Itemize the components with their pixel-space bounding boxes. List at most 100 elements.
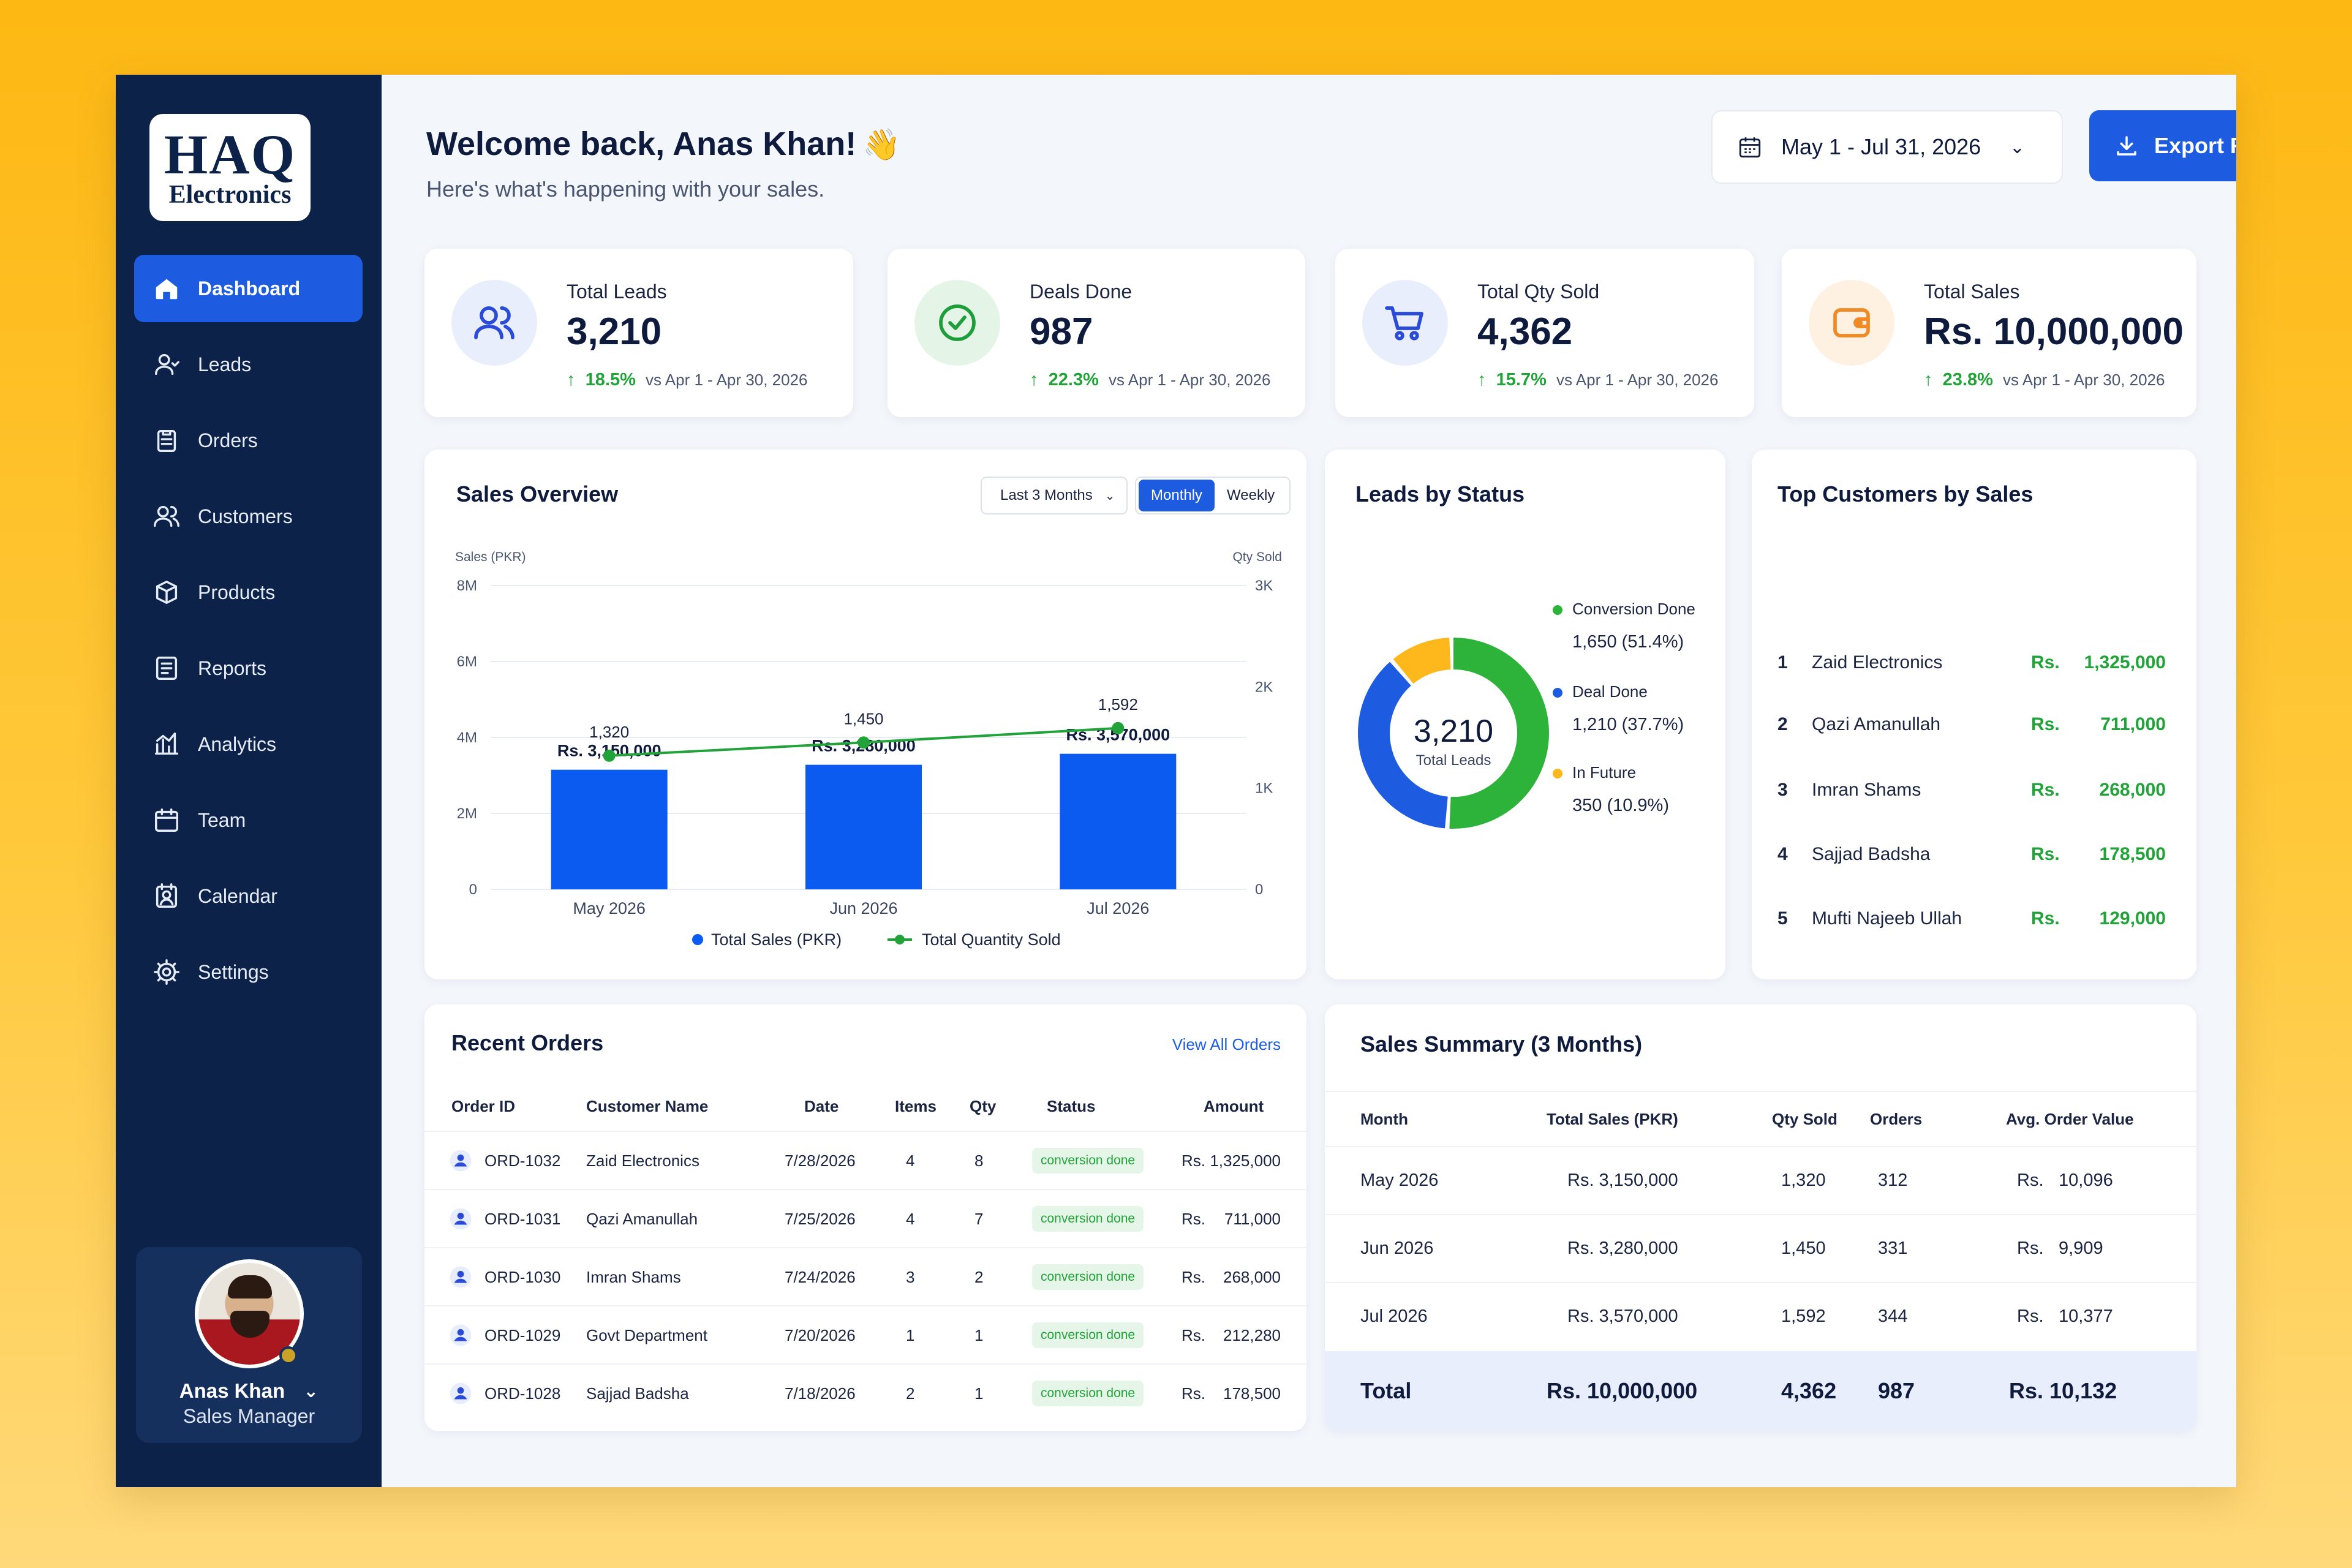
order-id[interactable]: ORD-1030 xyxy=(484,1267,561,1286)
sidebar-item-reports[interactable]: Reports xyxy=(134,635,363,702)
table-row[interactable]: Jun 2026 Rs. 3,280,000 1,450 331 Rs. 9,9… xyxy=(1325,1214,2196,1281)
legend-item-in-future[interactable]: In Future 350 (10.9%) xyxy=(1553,763,1669,816)
col-qty-sold[interactable]: Qty Sold xyxy=(1772,1109,1838,1128)
legend-marker-sales xyxy=(692,934,703,945)
stat-card-total-sales[interactable]: Total Sales Rs. 10,000,000 ↑ 23.8% vs Ap… xyxy=(1782,249,2196,417)
legend-dot xyxy=(1553,605,1562,616)
date-range-value: May 1 - Jul 31, 2026 xyxy=(1781,134,1981,159)
currency-label: Rs. xyxy=(2031,714,2060,734)
table-row[interactable]: ORD-1028 Sajjad Badsha 7/18/2026 2 1 con… xyxy=(424,1363,1306,1422)
col-order-id[interactable]: Order ID xyxy=(451,1096,516,1115)
status-badge: conversion done xyxy=(1032,1264,1144,1290)
top-customer-row[interactable]: 1 Zaid Electronics Rs. 1,325,000 xyxy=(1777,644,2166,681)
profile-name-row[interactable]: Anas Khan ⌄ xyxy=(179,1379,319,1403)
sidebar-item-products[interactable]: Products xyxy=(134,559,363,626)
stat-label: Total Sales xyxy=(1924,281,2020,303)
col-customer-name[interactable]: Customer Name xyxy=(586,1096,709,1115)
order-date: 7/25/2026 xyxy=(785,1209,856,1228)
avatar[interactable] xyxy=(194,1259,304,1368)
sidebar-item-analytics[interactable]: Analytics xyxy=(134,710,363,778)
brand-logo[interactable]: HAQ Electronics xyxy=(149,114,311,221)
col-month[interactable]: Month xyxy=(1360,1109,1408,1128)
table-row[interactable]: Jul 2026 Rs. 3,570,000 1,592 344 Rs. 10,… xyxy=(1325,1282,2196,1349)
order-amount: 268,000 xyxy=(1223,1267,1281,1286)
donut-slice-conversion-done[interactable] xyxy=(1358,638,1549,829)
line-point-qty xyxy=(1112,722,1125,734)
sidebar-item-label: Products xyxy=(198,581,276,603)
order-customer: Imran Shams xyxy=(586,1267,681,1286)
table-row[interactable]: May 2026 Rs. 3,150,000 1,320 312 Rs. 10,… xyxy=(1325,1146,2196,1213)
donut-slice-deal-done[interactable] xyxy=(1358,638,1549,829)
y-axis-title: Sales (PKR) xyxy=(455,550,526,564)
col-date[interactable]: Date xyxy=(804,1096,839,1115)
y2-tick-label: 3K xyxy=(1255,578,1273,594)
order-qty: 8 xyxy=(974,1151,984,1170)
sidebar-item-label: Settings xyxy=(198,960,269,983)
chevron-down-icon[interactable]: ⌄ xyxy=(303,1381,319,1401)
brand-name: HAQ xyxy=(164,123,296,186)
legend-item-deal-done[interactable]: Deal Done 1,210 (37.7%) xyxy=(1553,682,1684,735)
export-report-button[interactable]: Export Report xyxy=(2089,110,2236,181)
customer-name: Mufti Najeeb Ullah xyxy=(1812,908,1962,929)
toggle-weekly[interactable]: Weekly xyxy=(1227,487,1275,503)
order-id[interactable]: ORD-1032 xyxy=(484,1151,561,1170)
summary-avg: 10,096 xyxy=(2059,1170,2113,1190)
order-qty: 1 xyxy=(974,1325,984,1344)
legend-dot xyxy=(1553,769,1562,779)
table-row[interactable]: ORD-1031 Qazi Amanullah 7/25/2026 4 7 co… xyxy=(424,1189,1306,1248)
col-avg-order-value[interactable]: Avg. Order Value xyxy=(2006,1109,2134,1128)
stat-card-deals-done[interactable]: Deals Done 987 ↑ 22.3% vs Apr 1 - Apr 30… xyxy=(888,249,1305,417)
view-all-orders-link[interactable]: View All Orders xyxy=(1172,1035,1281,1054)
currency-label: Rs. xyxy=(1182,1151,1205,1170)
period-select[interactable]: Last 3 Months ⌄ xyxy=(981,477,1128,514)
toggle-monthly[interactable]: Monthly xyxy=(1139,480,1215,511)
top-customer-row[interactable]: 2 Qazi Amanullah Rs. 711,000 xyxy=(1777,706,2166,743)
sidebar-item-label: Reports xyxy=(198,657,267,679)
calendar-icon xyxy=(155,809,178,832)
col-items[interactable]: Items xyxy=(895,1096,937,1115)
sidebar-item-customers[interactable]: Customers xyxy=(134,483,363,550)
total-qty: 4,362 xyxy=(1781,1378,1837,1403)
sidebar-item-settings[interactable]: Settings xyxy=(134,938,363,1006)
status-badge: conversion done xyxy=(1032,1322,1144,1348)
sales-summary-total-row: Total Rs. 10,000,000 4,362 987 Rs. 10,13… xyxy=(1325,1351,2196,1431)
date-range-picker[interactable]: May 1 - Jul 31, 2026 ⌄ xyxy=(1711,110,2063,184)
order-customer: Govt Department xyxy=(586,1325,707,1344)
legend-item-conversion-done[interactable]: Conversion Done 1,650 (51.4%) xyxy=(1553,600,1695,652)
order-customer: Qazi Amanullah xyxy=(586,1209,698,1228)
sidebar-item-orders[interactable]: Orders xyxy=(134,407,363,474)
col-orders[interactable]: Orders xyxy=(1870,1109,1923,1128)
top-customer-row[interactable]: 3 Imran Shams Rs. 268,000 xyxy=(1777,772,2166,809)
col-status[interactable]: Status xyxy=(1047,1096,1096,1115)
sidebar-item-leads[interactable]: Leads xyxy=(134,331,363,398)
top-customer-row[interactable]: 4 Sajjad Badsha Rs. 178,500 xyxy=(1777,836,2166,873)
table-row[interactable]: ORD-1030 Imran Shams 7/24/2026 3 2 conve… xyxy=(424,1247,1306,1306)
stat-card-total-qty-sold[interactable]: Total Qty Sold 4,362 ↑ 15.7% vs Apr 1 - … xyxy=(1335,249,1754,417)
order-id[interactable]: ORD-1029 xyxy=(484,1325,561,1344)
user-icon xyxy=(450,1382,472,1404)
y-tick-label: 6M xyxy=(457,654,477,670)
summary-sales: Rs. 3,280,000 xyxy=(1567,1238,1678,1258)
order-id[interactable]: ORD-1028 xyxy=(484,1384,561,1403)
table-row[interactable]: ORD-1032 Zaid Electronics 7/28/2026 4 8 … xyxy=(424,1131,1306,1189)
arrow-up-icon: ↑ xyxy=(567,370,576,390)
user-icon xyxy=(450,1266,472,1288)
stat-card-total-leads[interactable]: Total Leads 3,210 ↑ 18.5% vs Apr 1 - Apr… xyxy=(424,249,853,417)
sidebar-item-calendar[interactable]: Calendar xyxy=(134,862,363,930)
customer-name: Qazi Amanullah xyxy=(1812,714,1941,734)
col-total-sales[interactable]: Total Sales (PKR) xyxy=(1547,1109,1678,1128)
col-amount[interactable]: Amount xyxy=(1204,1096,1264,1115)
top-customer-row[interactable]: 5 Mufti Najeeb Ullah Rs. 129,000 xyxy=(1777,900,2166,937)
currency-label: Rs. xyxy=(2031,908,2060,929)
col-qty[interactable]: Qty xyxy=(970,1096,997,1115)
check-circle-icon xyxy=(939,304,976,341)
order-id[interactable]: ORD-1031 xyxy=(484,1209,561,1228)
sidebar-item-dashboard[interactable]: Dashboard xyxy=(134,255,363,322)
customer-rank: 4 xyxy=(1777,844,1788,864)
user-profile-card[interactable]: Anas Khan ⌄ Sales Manager xyxy=(136,1247,362,1443)
table-row[interactable]: ORD-1029 Govt Department 7/20/2026 1 1 c… xyxy=(424,1305,1306,1364)
stat-change-range: vs Apr 1 - Apr 30, 2026 xyxy=(2002,371,2165,389)
order-date: 7/28/2026 xyxy=(785,1151,856,1170)
sidebar-item-team[interactable]: Team xyxy=(134,786,363,854)
